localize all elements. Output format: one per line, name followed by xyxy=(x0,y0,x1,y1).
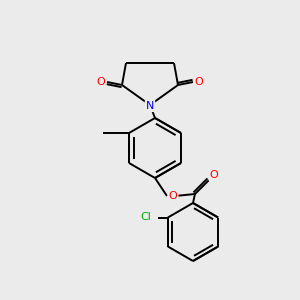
Text: O: O xyxy=(210,170,218,180)
Text: O: O xyxy=(97,77,105,87)
Text: O: O xyxy=(169,191,177,201)
Text: O: O xyxy=(195,77,203,87)
Text: Cl: Cl xyxy=(140,212,151,223)
Text: N: N xyxy=(146,101,154,111)
